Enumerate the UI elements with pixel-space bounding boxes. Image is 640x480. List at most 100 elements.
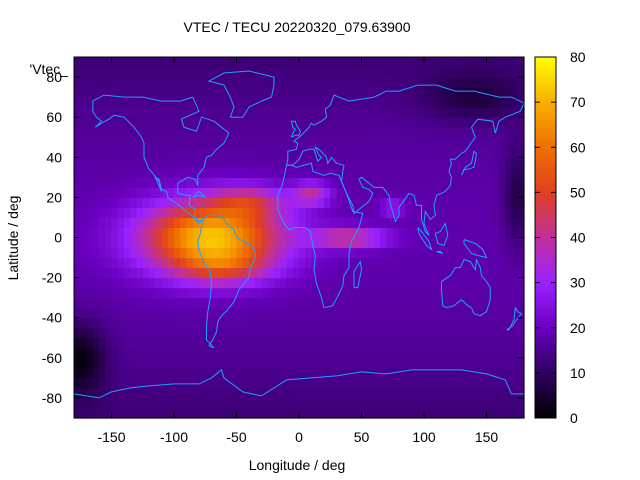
heatmap-cell (111, 257, 119, 269)
heatmap-cell (349, 87, 356, 98)
heatmap-cell (424, 407, 431, 419)
heatmap-cell (186, 67, 194, 78)
heatmap-cell (330, 207, 338, 219)
heatmap-cell (386, 97, 394, 108)
heatmap-cell (236, 87, 244, 98)
heatmap-cell (261, 87, 269, 98)
heatmap-cell (274, 167, 281, 178)
heatmap-cell (236, 267, 244, 279)
heatmap-cell (305, 77, 313, 88)
heatmap-cell (99, 207, 106, 219)
heatmap-cell (99, 277, 106, 289)
heatmap-cell (167, 257, 175, 269)
heatmap-cell (305, 237, 313, 249)
heatmap-cell (117, 307, 125, 319)
heatmap-cell (505, 107, 513, 118)
heatmap-cell (361, 177, 369, 188)
heatmap-cell (324, 367, 331, 379)
heatmap-cell (417, 307, 425, 319)
heatmap-cell (124, 297, 131, 309)
heatmap-cell (142, 287, 150, 299)
heatmap-cell (205, 367, 213, 379)
heatmap-cell (355, 57, 363, 68)
heatmap-cell (167, 117, 175, 128)
heatmap-cell (492, 307, 500, 319)
heatmap-cell (111, 207, 119, 219)
heatmap-cell (442, 407, 450, 419)
heatmap-cell (474, 347, 481, 359)
heatmap-cell (349, 337, 356, 349)
heatmap-cell (261, 157, 269, 168)
heatmap-cell (336, 67, 344, 78)
heatmap-cell (342, 407, 350, 419)
heatmap-cell (305, 257, 313, 269)
heatmap-cell (92, 257, 100, 269)
heatmap-cell (111, 317, 119, 329)
heatmap-cell (436, 87, 444, 98)
heatmap-cell (255, 347, 263, 359)
heatmap-cell (149, 327, 156, 339)
heatmap-cell (161, 187, 169, 198)
heatmap-cell (117, 147, 125, 158)
heatmap-cell (399, 157, 406, 168)
heatmap-cell (392, 237, 400, 249)
heatmap-cell (86, 157, 94, 168)
heatmap-cell (511, 377, 519, 389)
heatmap-cell (361, 87, 369, 98)
heatmap-cell (492, 147, 500, 158)
heatmap-cell (392, 387, 400, 399)
heatmap-cell (486, 127, 494, 138)
heatmap-cell (299, 257, 306, 269)
heatmap-cell (449, 397, 456, 409)
heatmap-cell (330, 137, 338, 148)
heatmap-cell (80, 207, 88, 219)
heatmap-cell (217, 227, 225, 239)
heatmap-cell (305, 207, 313, 219)
heatmap-cell (367, 397, 375, 409)
heatmap-cell (267, 127, 275, 138)
heatmap-cell (255, 367, 263, 379)
heatmap-cell (155, 307, 163, 319)
heatmap-cell (399, 247, 406, 259)
heatmap-cell (461, 177, 469, 188)
heatmap-cell (380, 407, 388, 419)
heatmap-cell (292, 87, 300, 98)
heatmap-cell (255, 327, 263, 339)
heatmap-cell (355, 187, 363, 198)
heatmap-cell (330, 147, 338, 158)
heatmap-cell (267, 307, 275, 319)
heatmap-cell (424, 337, 431, 349)
heatmap-cell (386, 217, 394, 229)
heatmap-cell (224, 177, 231, 188)
y-tick-label: 40 (46, 149, 62, 165)
heatmap-cell (455, 357, 463, 369)
heatmap-cell (186, 117, 194, 128)
heatmap-cell (267, 107, 275, 118)
heatmap-cell (80, 87, 88, 98)
heatmap-cell (486, 357, 494, 369)
heatmap-cell (324, 167, 331, 178)
heatmap-cell (330, 187, 338, 198)
heatmap-cell (242, 217, 250, 229)
heatmap-cell (324, 137, 331, 148)
heatmap-cell (305, 397, 313, 409)
heatmap-cell (467, 197, 475, 209)
heatmap-cell (436, 67, 444, 78)
heatmap-cell (492, 77, 500, 88)
heatmap-cell (217, 167, 225, 178)
heatmap-cell (130, 107, 138, 118)
heatmap-cell (74, 327, 81, 339)
heatmap-cell (380, 287, 388, 299)
heatmap-cell (436, 387, 444, 399)
heatmap-cell (217, 377, 225, 389)
heatmap-cell (180, 87, 188, 98)
heatmap-cell (517, 187, 525, 198)
heatmap-cell (167, 87, 175, 98)
heatmap-cell (130, 367, 138, 379)
heatmap-cell (517, 337, 525, 349)
heatmap-cell (455, 367, 463, 379)
heatmap-cell (105, 277, 113, 289)
heatmap-cell (430, 117, 438, 128)
heatmap-cell (130, 387, 138, 399)
heatmap-cell (186, 137, 194, 148)
